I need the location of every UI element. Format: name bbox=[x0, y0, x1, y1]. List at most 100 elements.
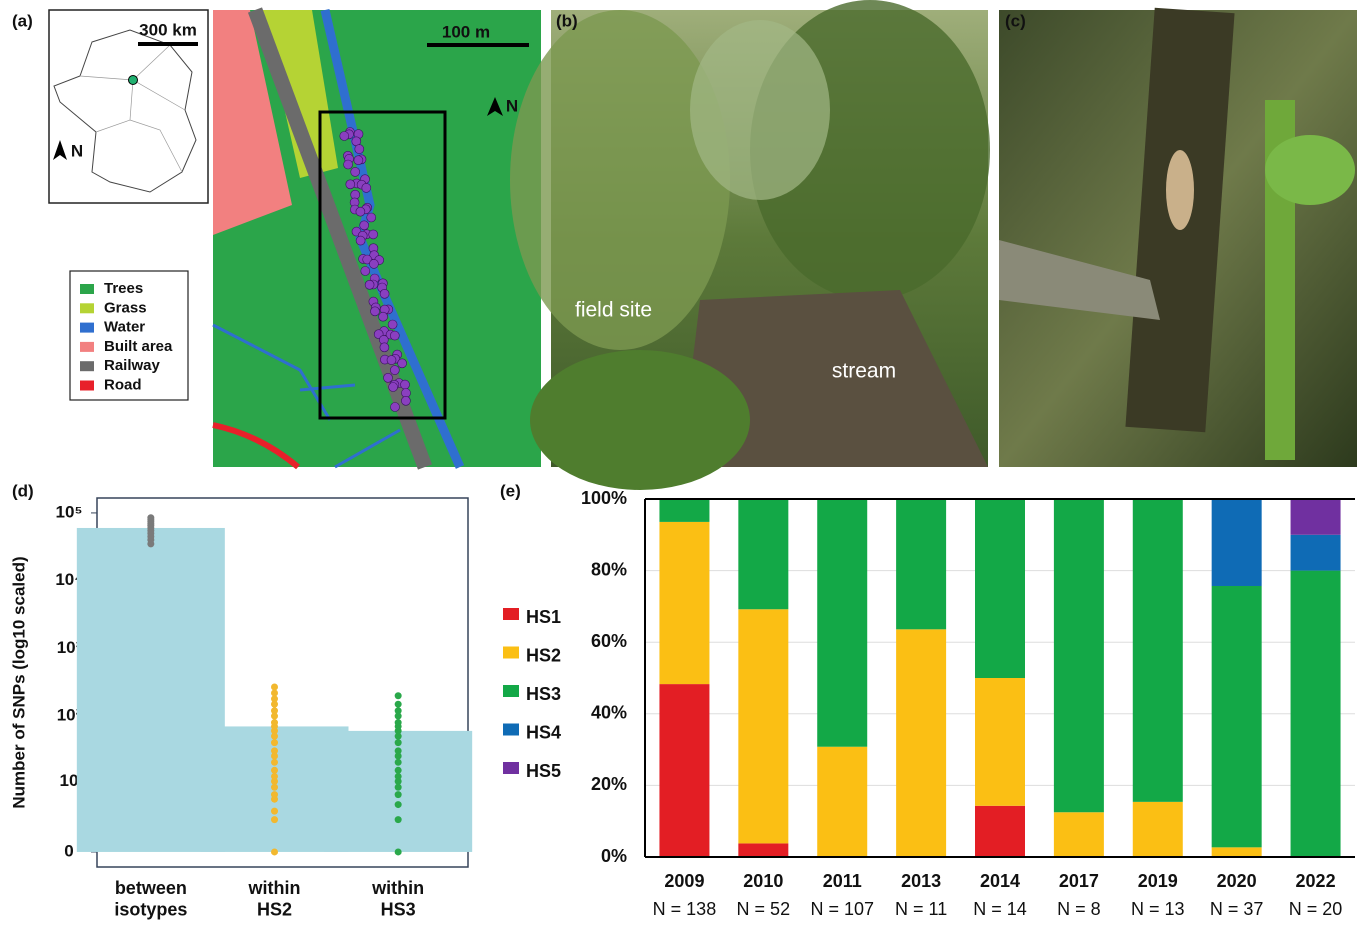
snp-point bbox=[271, 689, 278, 696]
panel-label: (c) bbox=[1005, 11, 1026, 30]
photo-b bbox=[510, 0, 990, 490]
y-tick-label: 10 bbox=[60, 771, 79, 790]
snp-point bbox=[395, 848, 402, 855]
north-label: N bbox=[71, 141, 83, 160]
bar-segment bbox=[738, 499, 788, 609]
site-dot bbox=[365, 280, 374, 289]
bar-segment bbox=[975, 499, 1025, 678]
site-dot bbox=[380, 289, 389, 298]
x-tick-label: 2019 bbox=[1138, 871, 1178, 891]
site-dot bbox=[390, 331, 399, 340]
bar-segment bbox=[1133, 499, 1183, 802]
x-tick-label: 2011 bbox=[823, 871, 862, 891]
y-tick-label: 20% bbox=[591, 774, 627, 794]
x-tick-note: N = 14 bbox=[973, 899, 1027, 919]
legend-label: HS5 bbox=[526, 761, 561, 781]
legend-label: Water bbox=[104, 319, 145, 336]
x-tick-note: N = 20 bbox=[1289, 899, 1343, 919]
y-axis-label: Number of SNPs (log10 scaled) bbox=[9, 556, 28, 808]
x-tick-note: N = 52 bbox=[737, 899, 791, 919]
snp-point bbox=[271, 759, 278, 766]
legend-swatch bbox=[503, 608, 519, 620]
legend-swatch bbox=[80, 342, 94, 352]
snp-point bbox=[271, 773, 278, 780]
snp-point bbox=[395, 739, 402, 746]
scale-label: 100 m bbox=[442, 22, 490, 41]
snp-point bbox=[271, 739, 278, 746]
x-tick-label: withinHS2 bbox=[248, 878, 301, 920]
snp-point bbox=[395, 707, 402, 714]
bar-segment bbox=[1212, 499, 1262, 586]
y-tick-label: 0 bbox=[64, 841, 73, 860]
bar-segment bbox=[975, 678, 1025, 806]
x-tick-note: N = 138 bbox=[653, 899, 717, 919]
figure: TreesGrassWaterBuilt areaRailwayRoad (a)… bbox=[0, 0, 1357, 930]
site-map bbox=[213, 10, 541, 467]
site-dot bbox=[379, 312, 388, 321]
legend-label: HS1 bbox=[526, 607, 561, 627]
snp-point bbox=[395, 747, 402, 754]
snp-point bbox=[271, 767, 278, 774]
bar-segment bbox=[659, 684, 709, 857]
panel-label: (d) bbox=[12, 481, 34, 500]
site-dot bbox=[391, 403, 400, 412]
site-dot bbox=[340, 132, 349, 141]
site-dot bbox=[371, 307, 380, 316]
x-tick-label: 2017 bbox=[1059, 871, 1099, 891]
site-dot bbox=[356, 236, 365, 245]
bar-segment bbox=[738, 609, 788, 843]
x-tick-label: withinHS3 bbox=[371, 878, 424, 920]
snp-point bbox=[271, 808, 278, 815]
site-dot bbox=[384, 373, 393, 382]
snp-point bbox=[395, 791, 402, 798]
legend-label: HS2 bbox=[526, 645, 561, 665]
x-tick-label: 2022 bbox=[1296, 871, 1336, 891]
site-dot bbox=[344, 160, 353, 169]
site-dot bbox=[369, 230, 378, 239]
photo-c bbox=[999, 8, 1357, 467]
x-tick-note: N = 37 bbox=[1210, 899, 1264, 919]
bar-segment bbox=[896, 499, 946, 629]
site-dot bbox=[360, 221, 369, 230]
north-label: N bbox=[506, 96, 518, 115]
snp-point bbox=[271, 707, 278, 714]
bar-segment bbox=[1054, 499, 1104, 812]
bar-segment bbox=[1291, 535, 1341, 571]
site-dot bbox=[346, 180, 355, 189]
snp-point bbox=[395, 767, 402, 774]
legend-label: Railway bbox=[104, 357, 161, 374]
x-tick-note: N = 107 bbox=[810, 899, 874, 919]
site-dot bbox=[356, 207, 365, 216]
snp-point bbox=[147, 514, 154, 521]
bar-segment bbox=[1291, 499, 1341, 535]
bar-segment bbox=[817, 747, 867, 857]
site-dot bbox=[389, 383, 398, 392]
panel-label: (b) bbox=[556, 11, 578, 30]
y-tick-label: 40% bbox=[591, 703, 627, 723]
site-dot bbox=[387, 356, 396, 365]
bar-segment bbox=[896, 629, 946, 857]
legend-label: Built area bbox=[104, 338, 173, 355]
snp-point bbox=[271, 816, 278, 823]
bar-segment bbox=[1291, 571, 1341, 857]
snp-point bbox=[271, 791, 278, 798]
site-dot bbox=[380, 343, 389, 352]
bar-segment bbox=[1054, 812, 1104, 857]
snp-point bbox=[395, 773, 402, 780]
legend-label: Road bbox=[104, 376, 142, 393]
legend-swatch bbox=[503, 724, 519, 736]
site-dot bbox=[369, 259, 378, 268]
x-tick-label: 2010 bbox=[743, 871, 783, 891]
site-dot bbox=[361, 267, 370, 276]
legend-label: HS4 bbox=[526, 722, 561, 742]
bar-segment bbox=[817, 499, 867, 747]
x-tick-label: 2020 bbox=[1217, 871, 1257, 891]
snp-point bbox=[395, 701, 402, 708]
legend-swatch bbox=[503, 647, 519, 659]
site-dot bbox=[351, 167, 360, 176]
site-dot bbox=[354, 156, 363, 165]
snp-point bbox=[395, 759, 402, 766]
snp-point bbox=[271, 719, 278, 726]
legend-swatch bbox=[80, 381, 94, 391]
